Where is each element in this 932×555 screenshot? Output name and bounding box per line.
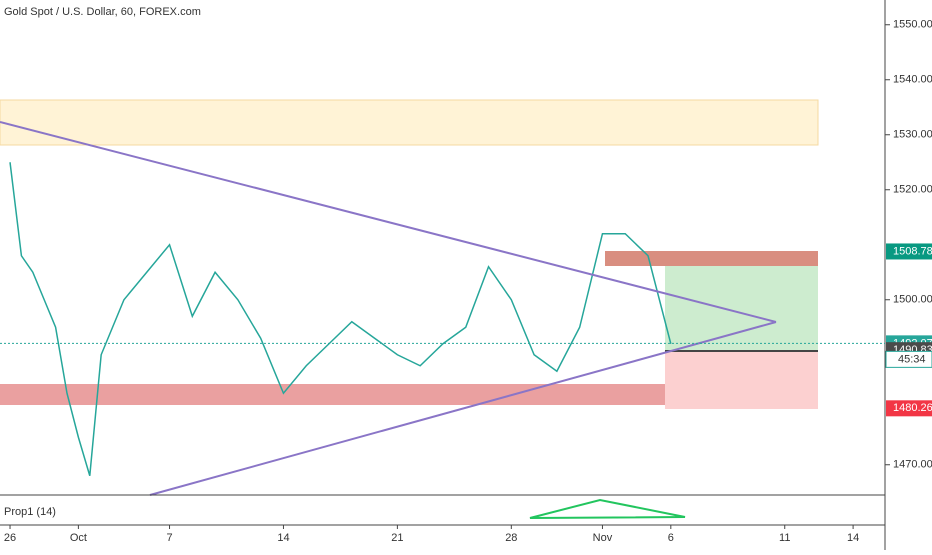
target-zone — [665, 266, 818, 351]
stop-band — [605, 251, 818, 266]
y-tick-label: 1470.00 — [893, 459, 932, 471]
x-tick-label: Oct — [70, 532, 87, 544]
trend-line — [0, 121, 777, 323]
x-tick-label: 14 — [847, 532, 859, 544]
price-badge — [886, 243, 932, 260]
x-tick-label: 21 — [391, 532, 403, 544]
price-line — [9, 162, 672, 476]
x-tick-label: Nov — [593, 532, 613, 544]
countdown: 45:34 — [898, 353, 926, 365]
indicator-label: Prop1 (14) — [4, 506, 56, 518]
stop-zone — [665, 351, 818, 409]
y-tick-label: 1550.00 — [893, 19, 932, 31]
y-tick-label: 1530.00 — [893, 129, 932, 141]
x-tick-label: 7 — [166, 532, 172, 544]
x-tick-label: 26 — [4, 532, 16, 544]
resistance-zone — [0, 99, 819, 146]
x-tick-label: 6 — [668, 532, 674, 544]
x-tick-label: 28 — [505, 532, 517, 544]
y-tick-label: 1500.00 — [893, 294, 932, 306]
trend-line — [149, 321, 777, 496]
chart-title: Gold Spot / U.S. Dollar, 60, FOREX.com — [4, 6, 201, 18]
support-zone — [0, 384, 818, 405]
y-tick-label: 1540.00 — [893, 74, 932, 86]
x-tick-label: 11 — [779, 532, 790, 544]
y-tick-label: 1520.00 — [893, 184, 932, 196]
price-badge-label: 1508.78 — [893, 245, 932, 257]
x-tick-label: 14 — [277, 532, 289, 544]
price-badge-label: 1480.26 — [893, 402, 932, 414]
indicator-drawing — [529, 498, 686, 519]
price-badge — [886, 400, 932, 417]
countdown-badge — [885, 350, 932, 368]
